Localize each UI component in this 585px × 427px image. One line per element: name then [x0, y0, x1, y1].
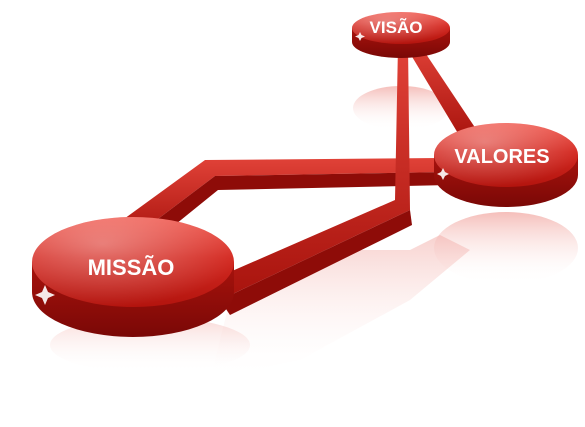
disc-visao: VISÃO [352, 12, 450, 58]
connector-missao-visao-side [220, 210, 412, 315]
visao-label: VISÃO [370, 17, 423, 37]
connectors [95, 42, 482, 315]
disc-missao-shine [32, 217, 234, 307]
connector-missao-valores-side [130, 172, 450, 245]
connector-visao-valores [405, 42, 480, 140]
disc-visao-shine [352, 12, 450, 44]
sparkle-icon [355, 32, 365, 41]
disc-missao: MISSÃO [32, 217, 234, 337]
connector-missao-visao [200, 45, 410, 300]
valores-label: VALORES [454, 146, 549, 168]
sparkle-icon [35, 285, 55, 305]
disc-valores-shine [434, 123, 578, 187]
sparkle-icon [437, 168, 449, 180]
missao-label: MISSÃO [88, 255, 175, 280]
disc-valores: VALORES [434, 123, 578, 207]
valores-disc-reflection [434, 212, 578, 284]
connector-missao-valores [95, 158, 450, 240]
sparkles [35, 32, 449, 305]
